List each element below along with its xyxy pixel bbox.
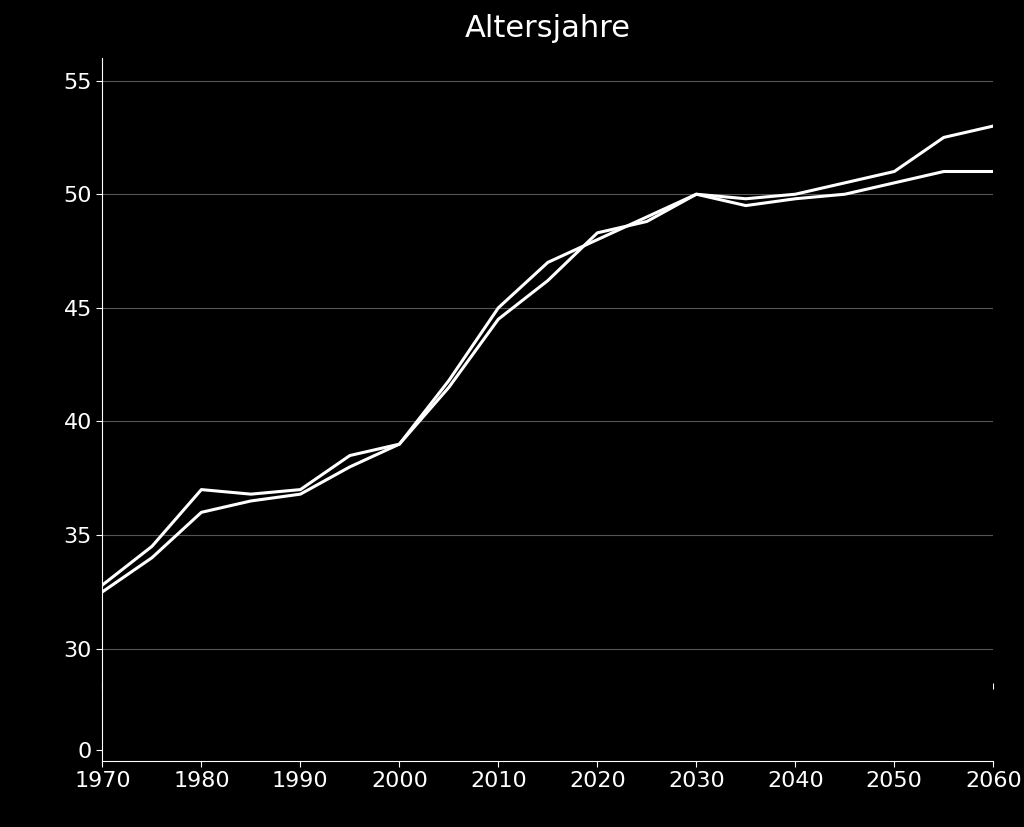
Title: Altersjahre: Altersjahre	[465, 14, 631, 43]
